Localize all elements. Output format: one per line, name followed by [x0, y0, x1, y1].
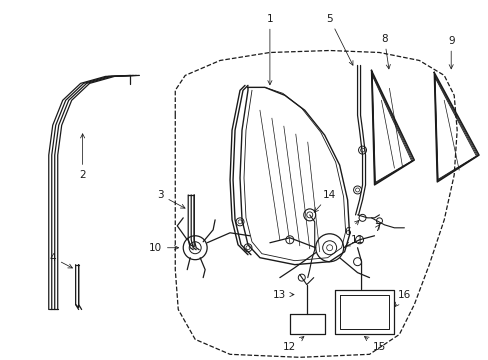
- Text: 3: 3: [157, 190, 184, 208]
- Text: 14: 14: [313, 190, 336, 212]
- Text: 10: 10: [148, 243, 178, 253]
- Text: 5: 5: [325, 14, 352, 65]
- Text: 11: 11: [345, 235, 364, 246]
- Text: 9: 9: [447, 36, 453, 69]
- Text: 6: 6: [344, 220, 358, 237]
- Text: 15: 15: [364, 337, 386, 352]
- Text: 1: 1: [266, 14, 273, 85]
- Text: 4: 4: [49, 253, 72, 268]
- Text: 8: 8: [380, 33, 389, 69]
- Text: 13: 13: [273, 289, 293, 300]
- Text: 2: 2: [79, 134, 86, 180]
- Text: 12: 12: [283, 337, 303, 352]
- Text: 16: 16: [394, 289, 410, 307]
- Text: 7: 7: [373, 223, 380, 233]
